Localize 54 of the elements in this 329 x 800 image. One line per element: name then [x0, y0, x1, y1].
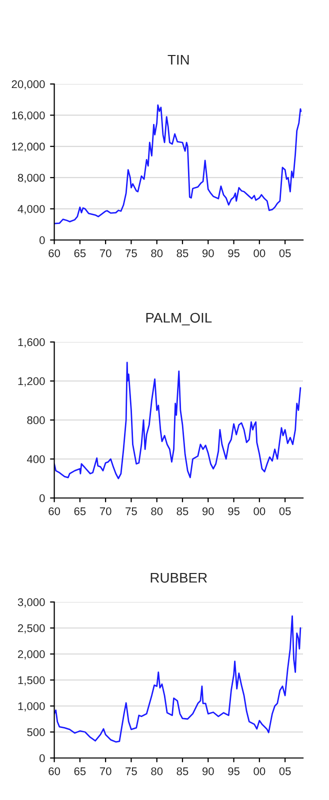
y-tick-label: 8,000	[18, 174, 45, 184]
x-tick-label: 70	[100, 767, 112, 776]
x-tick-label: 90	[202, 249, 214, 258]
y-tick-label: 0	[40, 754, 45, 762]
x-tick-label: 60	[48, 249, 60, 258]
y-tick-label: 1,000	[18, 702, 45, 712]
y-tick-label: 1,200	[18, 377, 45, 386]
chart-title: RUBBER	[150, 573, 207, 583]
y-tick-label: 500	[27, 728, 45, 736]
x-tick-label: 05	[279, 249, 291, 258]
x-tick-label: 65	[74, 507, 86, 516]
x-tick-label: 80	[151, 249, 163, 258]
x-tick-label: 00	[254, 507, 266, 516]
y-tick-label: 2,500	[18, 624, 45, 634]
x-tick-label: 90	[202, 507, 214, 516]
y-tick-label: 3,000	[18, 598, 45, 608]
line-series	[54, 615, 302, 743]
y-tick-label: 4,000	[18, 205, 45, 214]
line-series	[54, 104, 302, 224]
line-series	[54, 362, 302, 480]
x-tick-label: 60	[48, 767, 60, 776]
x-tick-label: 85	[176, 767, 188, 776]
y-tick-label: 16,000	[12, 111, 45, 121]
x-tick-label: 75	[126, 507, 137, 516]
x-tick-label: 85	[176, 249, 188, 258]
y-tick-label: 800	[27, 416, 45, 424]
x-tick-label: 00	[254, 767, 266, 776]
x-tick-label: 95	[228, 767, 240, 776]
y-tick-label: 400	[26, 455, 45, 464]
y-tick-label: 0	[40, 236, 45, 244]
x-tick-label: 85	[176, 507, 188, 516]
y-tick-label: 2,000	[18, 650, 45, 660]
x-tick-label: 70	[100, 507, 112, 516]
x-tick-label: 75	[126, 767, 137, 776]
x-tick-label: 65	[74, 249, 86, 258]
x-tick-label: 95	[228, 507, 240, 516]
y-tick-label: 0	[40, 494, 45, 502]
y-tick-label: 1,500	[18, 676, 45, 686]
chart-title: PALM_OIL	[146, 312, 212, 326]
x-tick-label: 95	[228, 249, 240, 258]
x-tick-label: 05	[279, 507, 291, 516]
x-tick-label: 65	[74, 767, 86, 776]
x-tick-label: 80	[151, 507, 163, 516]
chart-title: TIN	[168, 55, 189, 65]
y-tick-label: 20,000	[12, 80, 45, 90]
x-tick-label: 60	[48, 507, 60, 516]
y-tick-label: 12,000	[12, 142, 45, 152]
y-tick-label: 1,600	[18, 338, 45, 348]
x-tick-label: 00	[254, 249, 266, 258]
x-tick-label: 75	[126, 249, 137, 258]
x-tick-label: 80	[151, 767, 163, 776]
x-tick-label: 90	[202, 767, 214, 776]
x-tick-label: 05	[279, 767, 291, 776]
x-tick-label: 70	[100, 249, 112, 258]
